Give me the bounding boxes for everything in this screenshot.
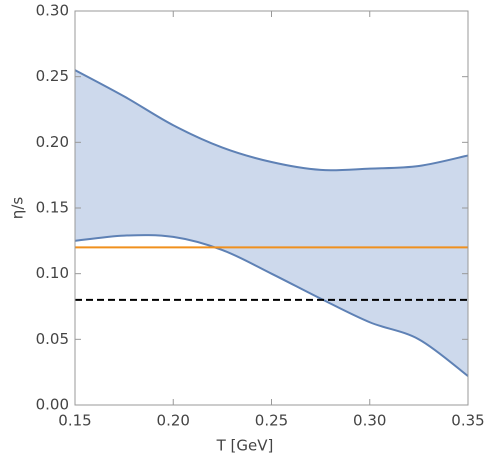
x-axis-label: T [GeV] <box>216 437 274 455</box>
x-tick-label: 0.20 <box>157 412 190 430</box>
y-tick-label: 0.25 <box>36 67 69 85</box>
y-tick-label: 0.10 <box>36 264 69 282</box>
y-tick-label: 0.30 <box>36 2 69 20</box>
y-tick-label: 0.05 <box>36 330 69 348</box>
y-tick-label: 0.15 <box>36 199 69 217</box>
x-tick-label: 0.30 <box>353 412 386 430</box>
x-tick-label: 0.25 <box>255 412 288 430</box>
x-tick-label: 0.35 <box>451 412 484 430</box>
upper-curve <box>74 69 469 172</box>
y-axis-label: η/s <box>9 197 27 220</box>
lower-curve <box>74 234 469 377</box>
y-tick-label: 0.20 <box>36 133 69 151</box>
y-tick-label: 0.00 <box>36 396 69 414</box>
x-tick-label: 0.15 <box>58 412 91 430</box>
band-fill <box>75 70 468 377</box>
